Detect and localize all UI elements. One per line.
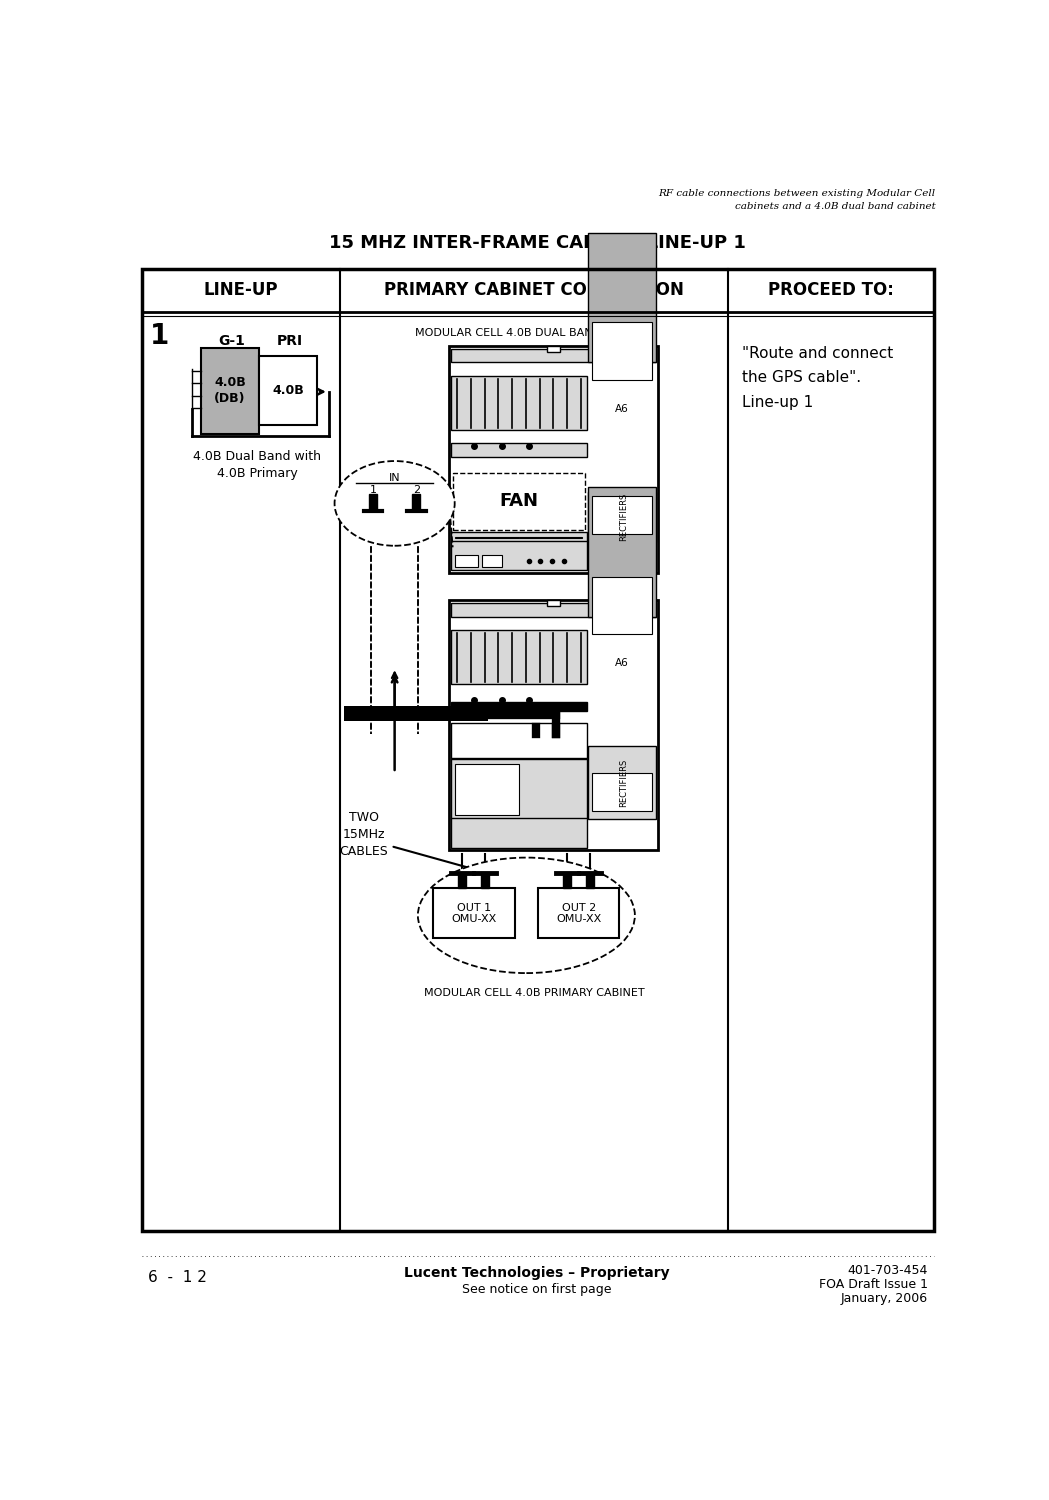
Text: RECTIFIERS: RECTIFIERS [619, 759, 627, 807]
Text: MODULAR CELL 4.0B PRIMARY CABINET: MODULAR CELL 4.0B PRIMARY CABINET [424, 988, 644, 999]
Text: OUT 2
OMU-XX: OUT 2 OMU-XX [556, 903, 601, 924]
Bar [548, 600, 560, 606]
Text: OUT 1
OMU-XX: OUT 1 OMU-XX [451, 903, 496, 924]
Bar [451, 819, 586, 848]
Text: Lucent Technologies – Proprietary: Lucent Technologies – Proprietary [405, 1266, 670, 1280]
Text: 15 MHZ INTER-FRAME CABLES: LINE-UP 1: 15 MHZ INTER-FRAME CABLES: LINE-UP 1 [328, 234, 746, 252]
Text: TWO
15MHz
CABLES: TWO 15MHz CABLES [339, 812, 388, 858]
Text: A6: A6 [615, 658, 629, 668]
Text: A6: A6 [615, 404, 629, 414]
Bar [433, 888, 515, 939]
Text: cabinets and a 4.0B dual band cabinet: cabinets and a 4.0B dual band cabinet [735, 201, 936, 210]
Bar [369, 494, 377, 512]
Text: 4.0B
(DB): 4.0B (DB) [214, 376, 245, 405]
Bar [451, 759, 586, 819]
Text: FAN: FAN [499, 492, 538, 510]
Bar [451, 444, 586, 458]
Text: LINE-UP: LINE-UP [204, 282, 278, 300]
Bar [451, 603, 656, 616]
Text: PRIMARY CABINET CONNECTION: PRIMARY CABINET CONNECTION [384, 282, 684, 300]
Text: G-1: G-1 [218, 334, 245, 348]
Bar [259, 356, 317, 424]
Text: 2: 2 [412, 484, 420, 495]
Bar [455, 555, 478, 567]
Bar [458, 873, 466, 888]
Text: 1: 1 [150, 322, 169, 351]
Bar [455, 765, 518, 816]
Bar [412, 494, 421, 512]
Bar [593, 322, 651, 380]
Text: IN: IN [389, 472, 401, 483]
Bar [200, 348, 259, 433]
Ellipse shape [418, 858, 635, 974]
Text: PROCEED TO:: PROCEED TO: [768, 282, 894, 300]
Bar [453, 472, 585, 531]
Text: January, 2006: January, 2006 [840, 1292, 927, 1305]
Text: PRI: PRI [277, 334, 303, 348]
Bar [451, 542, 586, 570]
Bar [593, 495, 651, 534]
Text: See notice on first page: See notice on first page [463, 1282, 612, 1296]
Bar [449, 345, 658, 573]
Text: 4.0B Dual Band with
4.0B Primary: 4.0B Dual Band with 4.0B Primary [193, 450, 321, 480]
Bar [563, 873, 571, 888]
Text: 401-703-454: 401-703-454 [848, 1264, 927, 1276]
Bar [588, 746, 656, 819]
Bar [588, 492, 656, 542]
Text: MODULAR CELL 4.0B DUAL BAND CABINET: MODULAR CELL 4.0B DUAL BAND CABINET [415, 328, 654, 338]
Text: 6  -  1 2: 6 - 1 2 [148, 1269, 207, 1284]
Bar [548, 345, 560, 351]
Ellipse shape [335, 460, 454, 546]
Bar [483, 555, 501, 567]
Bar [593, 772, 651, 812]
Text: "Route and connect
the GPS cable".
Line-up 1: "Route and connect the GPS cable". Line-… [742, 345, 893, 410]
Bar [586, 873, 594, 888]
Bar [451, 376, 586, 430]
Text: RF cable connections between existing Modular Cell: RF cable connections between existing Mo… [659, 189, 936, 198]
Bar [451, 348, 656, 363]
Bar [451, 702, 586, 711]
Text: 4.0B: 4.0B [272, 384, 304, 396]
Bar [481, 873, 489, 888]
Bar [142, 268, 934, 1232]
Text: FOA Draft Issue 1: FOA Draft Issue 1 [819, 1278, 927, 1292]
Bar [344, 706, 488, 722]
Bar [538, 888, 619, 939]
Bar [451, 630, 586, 684]
Text: RECTIFIERS: RECTIFIERS [619, 492, 627, 542]
Bar [588, 232, 656, 363]
Bar [451, 723, 586, 758]
Bar [449, 600, 658, 850]
Text: 1: 1 [369, 484, 377, 495]
Bar [588, 488, 656, 616]
Bar [593, 576, 651, 634]
Bar [451, 532, 586, 542]
